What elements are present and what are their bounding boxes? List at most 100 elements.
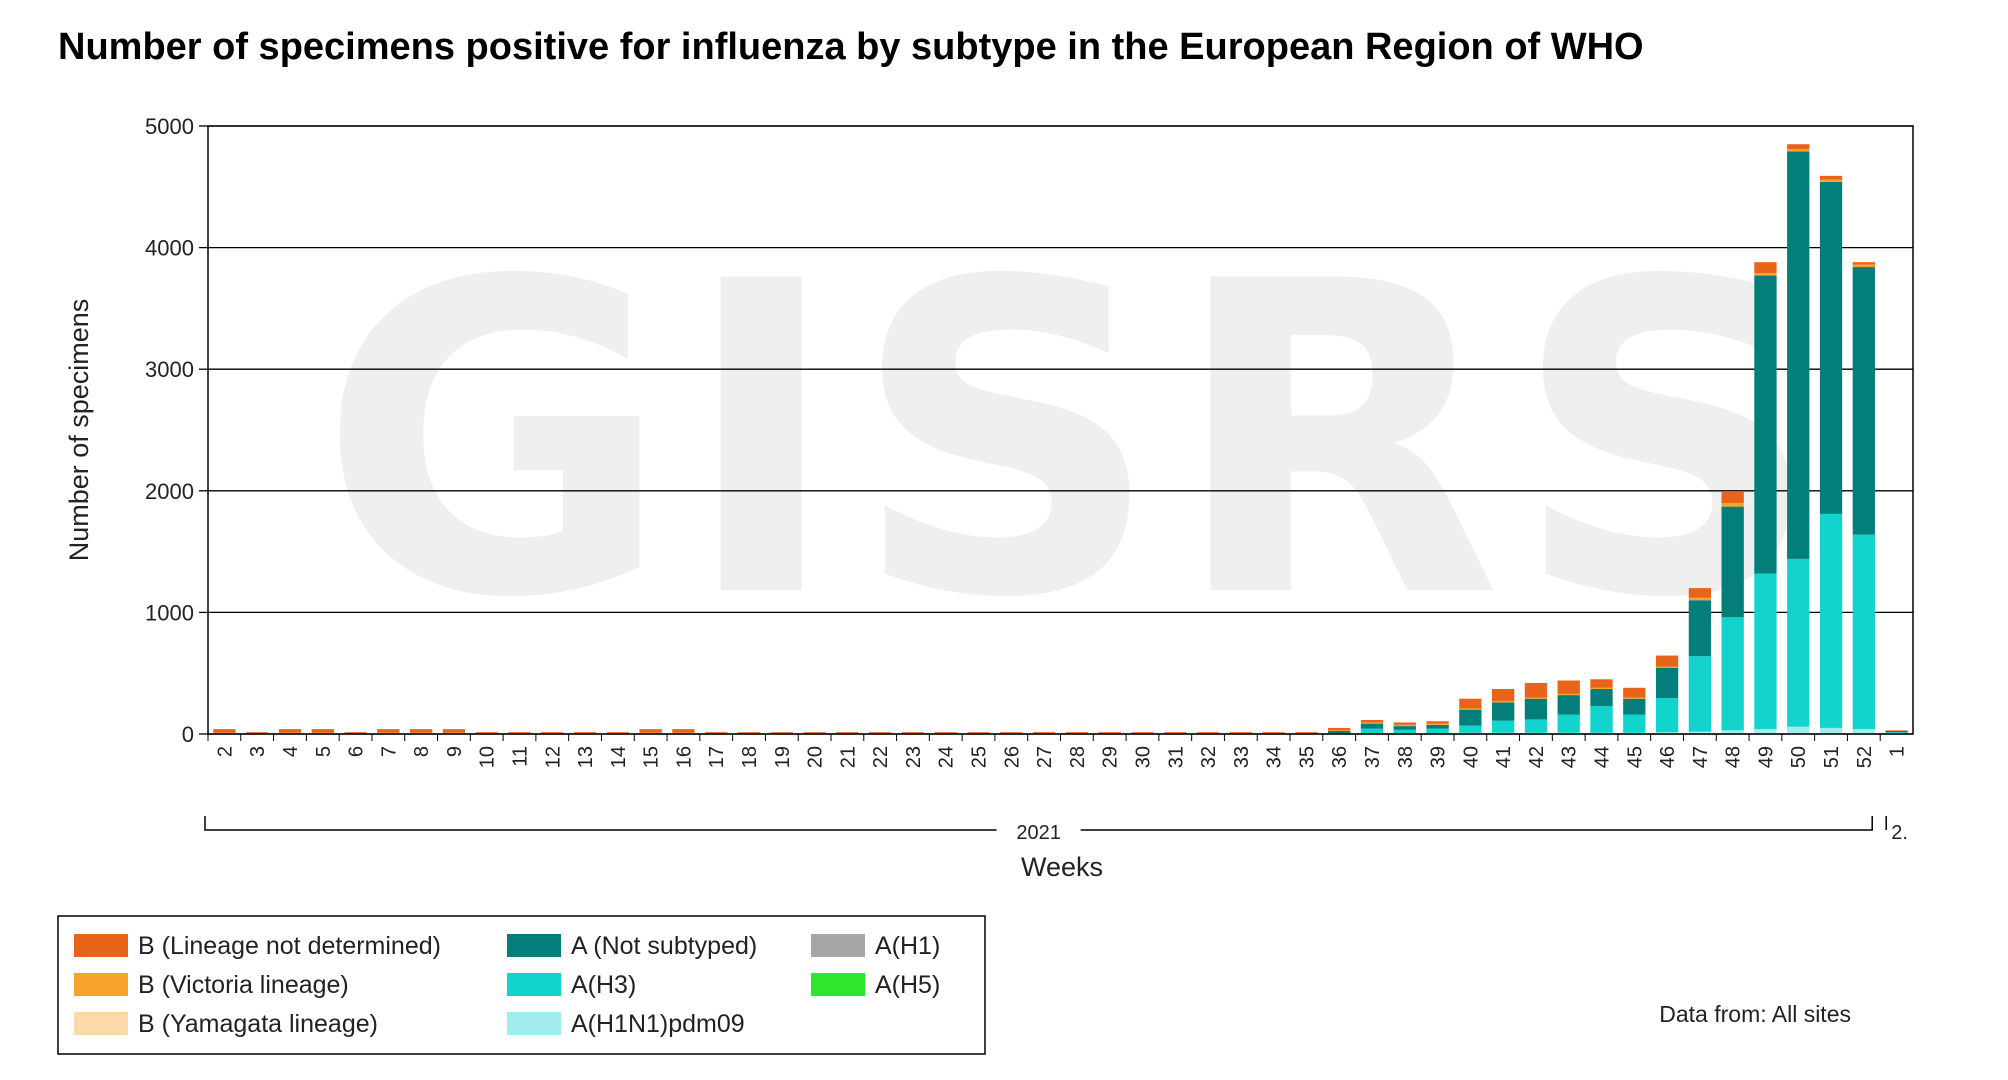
bar-segment <box>213 729 236 733</box>
bar-segment <box>836 732 859 734</box>
bar-segment <box>1459 709 1482 726</box>
bar-segment <box>1819 181 1843 514</box>
bar-segment <box>1393 722 1416 725</box>
bar-segment <box>1721 506 1744 618</box>
x-tick-label: 52 <box>1854 746 1876 768</box>
x-tick-label: 27 <box>1034 746 1056 768</box>
bar-segment <box>1885 730 1908 731</box>
bar-segment <box>1852 262 1875 265</box>
x-axis-ticks: 2 3 4 5 6 7 8 9 10 11 12 13 14 15 16 17 18 19 20 21 22 23 24 25… <box>207 734 1909 768</box>
bar-segment <box>1557 695 1580 715</box>
bar-segment <box>1655 698 1679 733</box>
bar-segment <box>1393 729 1416 734</box>
bar-segment <box>508 732 531 734</box>
bar-segment <box>1754 729 1777 734</box>
bar-segment <box>1557 680 1580 694</box>
bar-segment <box>606 732 630 734</box>
bar-segment <box>1819 179 1843 182</box>
bar-segment <box>1131 732 1154 734</box>
bar-segment <box>1360 722 1384 724</box>
x-tick-label: 19 <box>772 746 794 768</box>
bar-segment <box>1459 698 1482 709</box>
bar-segment <box>1524 698 1548 720</box>
x-tick-label: 11 <box>510 746 532 767</box>
bar-segment <box>344 732 367 734</box>
x-tick-label: 26 <box>1001 746 1023 768</box>
bar-segment <box>1098 732 1121 734</box>
x-tick-label: 42 <box>1526 746 1548 768</box>
bar-segment <box>1492 701 1515 703</box>
x-tick-label: 8 <box>411 746 433 757</box>
x-tick-label: 30 <box>1133 746 1155 768</box>
bar-segment <box>1852 267 1875 535</box>
x-tick-label: 16 <box>673 746 695 768</box>
bar-segment <box>1721 492 1744 503</box>
bar-segment <box>1065 732 1089 734</box>
bar-segment <box>1655 666 1679 668</box>
x-tick-label: 49 <box>1756 746 1778 768</box>
x-tick-label: 12 <box>542 746 564 768</box>
bar-segment <box>1885 732 1908 734</box>
legend-label: B (Yamagata lineage) <box>138 1010 378 1038</box>
x-tick-label: 13 <box>575 746 597 768</box>
bar-segment <box>1492 720 1515 733</box>
bar-segment <box>377 729 400 733</box>
year-label: 2021 <box>1016 822 1061 844</box>
x-tick-label: 25 <box>969 746 991 768</box>
bar-segment <box>1360 728 1384 734</box>
legend-label: A(H5) <box>875 971 940 999</box>
bar-segment <box>1524 697 1548 699</box>
bar-segment <box>967 732 990 734</box>
x-tick-label: 21 <box>837 746 859 768</box>
legend-swatch <box>811 934 865 957</box>
bar-segment <box>1426 723 1449 725</box>
x-tick-label: 18 <box>739 746 761 768</box>
bar-segment <box>1360 720 1384 723</box>
x-tick-label: 17 <box>706 746 728 768</box>
bar-segment <box>1623 698 1646 715</box>
bar-segment <box>1492 702 1515 721</box>
bar-segment <box>705 732 728 734</box>
bar-segment <box>278 729 302 733</box>
legend-swatch <box>507 934 561 957</box>
legend-label: A(H3) <box>571 971 636 999</box>
bar-segment <box>1590 679 1613 688</box>
bar-segment <box>1459 708 1482 710</box>
bar-segment <box>1000 732 1023 734</box>
x-tick-label: 2 <box>214 746 236 757</box>
bar-segment <box>1328 730 1351 731</box>
bar-segment <box>869 732 892 734</box>
bar-segment <box>1492 689 1515 702</box>
bar-segment <box>1819 513 1843 728</box>
bar-segment <box>442 729 466 733</box>
bar-segment <box>639 729 662 733</box>
bar-segment <box>1852 729 1875 734</box>
bar-segment <box>1655 655 1679 667</box>
legend-label: B (Victoria lineage) <box>138 971 349 999</box>
bar-segment <box>1721 617 1744 731</box>
bar-segment <box>1623 687 1646 698</box>
x-tick-label: 37 <box>1362 746 1384 768</box>
bar-segment <box>1688 731 1712 734</box>
legend-swatch <box>74 1012 128 1035</box>
legend-label: A (Not subtyped) <box>571 932 757 960</box>
bar-segment <box>1688 597 1712 601</box>
x-tick-label: 10 <box>477 746 499 768</box>
bar-segment <box>770 732 793 734</box>
x-tick-label: 34 <box>1264 746 1286 768</box>
bar-segment <box>1852 264 1875 268</box>
bar-segment <box>1787 726 1810 734</box>
bar-segment <box>1852 534 1875 730</box>
x-tick-label: 47 <box>1690 746 1712 768</box>
x-tick-label: 5 <box>313 746 335 757</box>
x-tick-label: 45 <box>1624 746 1646 768</box>
bar-segment <box>1393 724 1416 727</box>
bar-segment <box>1819 175 1843 180</box>
bar-segment <box>1229 732 1252 734</box>
x-tick-label: 7 <box>378 746 400 757</box>
bar-segment <box>1754 275 1777 574</box>
bar-segment <box>311 729 334 733</box>
bar-segment <box>1688 588 1712 598</box>
bar-segment <box>1524 719 1548 733</box>
